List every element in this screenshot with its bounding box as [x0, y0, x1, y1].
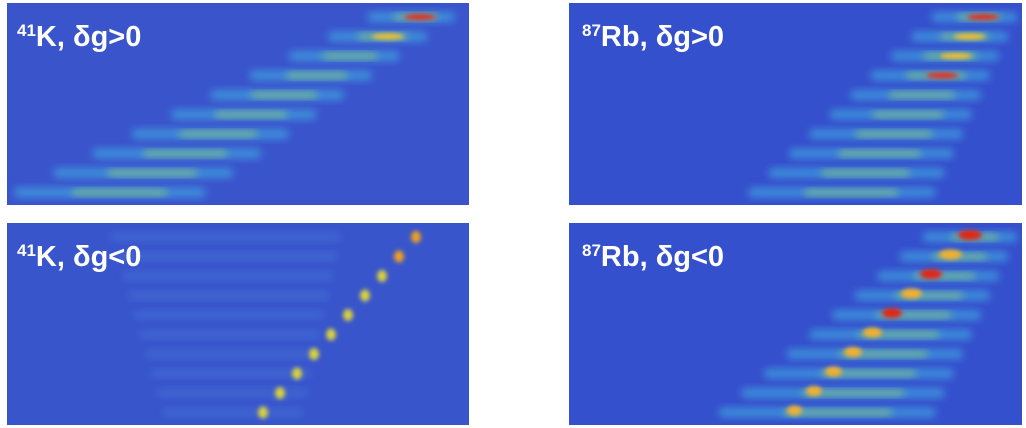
image-feature	[939, 249, 962, 260]
image-feature	[825, 366, 842, 377]
image-feature	[258, 406, 268, 419]
panel-title: Rb, δg>0	[601, 21, 724, 53]
isotope-mass: 87	[582, 241, 601, 260]
image-feature	[134, 311, 325, 319]
image-feature	[309, 348, 319, 360]
image-feature	[404, 14, 437, 20]
panel-label: 87Rb, δg<0	[582, 241, 724, 273]
image-feature	[250, 92, 318, 98]
panel-image	[7, 223, 469, 425]
panel-label: 87Rb, δg>0	[582, 21, 724, 53]
panel-title: K, δg>0	[36, 21, 141, 53]
image-feature	[889, 92, 955, 98]
image-feature	[116, 252, 337, 261]
image-feature	[162, 408, 303, 417]
panel-image	[7, 3, 469, 205]
image-feature	[838, 150, 921, 157]
image-feature	[71, 189, 168, 196]
image-feature	[157, 389, 308, 397]
image-feature	[872, 111, 944, 118]
panel-label: 41K, δg<0	[17, 241, 141, 273]
image-feature	[967, 14, 1000, 20]
image-feature	[411, 231, 421, 243]
image-feature	[882, 308, 902, 318]
image-feature	[920, 269, 942, 279]
image-feature	[820, 370, 916, 377]
image-feature	[128, 291, 329, 300]
image-feature	[322, 53, 378, 59]
image-feature	[292, 367, 302, 380]
panel-title: Rb, δg<0	[601, 241, 724, 273]
image-feature	[111, 233, 342, 241]
image-feature	[844, 347, 862, 357]
image-feature	[343, 309, 353, 321]
panel-title: K, δg<0	[36, 241, 141, 273]
image-feature	[143, 150, 228, 157]
image-feature	[360, 289, 370, 302]
image-feature	[806, 386, 822, 396]
image-feature	[901, 288, 922, 299]
image-feature	[178, 131, 258, 137]
panel-label: 41K, δg>0	[17, 21, 141, 53]
image-feature	[286, 72, 348, 79]
image-feature	[377, 270, 387, 282]
image-feature	[214, 111, 288, 118]
isotope-mass: 41	[17, 241, 36, 260]
isotope-mass: 87	[582, 21, 601, 40]
image-feature	[151, 369, 312, 378]
image-feature	[926, 72, 959, 79]
image-feature	[787, 405, 802, 416]
image-feature	[122, 272, 333, 280]
image-feature	[107, 170, 198, 176]
panel-image	[569, 3, 1022, 205]
image-feature	[855, 131, 933, 137]
image-feature	[802, 390, 905, 396]
image-feature	[783, 409, 893, 416]
image-feature	[275, 387, 285, 399]
image-feature	[804, 189, 899, 196]
image-feature	[394, 250, 404, 263]
image-feature	[139, 330, 320, 339]
image-feature	[326, 328, 336, 341]
image-feature	[953, 33, 986, 40]
image-feature	[863, 327, 882, 338]
image-feature	[958, 230, 982, 240]
image-feature	[371, 33, 404, 40]
image-feature	[145, 350, 316, 358]
panel-image	[569, 223, 1022, 425]
image-feature	[939, 53, 972, 59]
isotope-mass: 41	[17, 21, 36, 40]
image-feature	[821, 170, 910, 176]
